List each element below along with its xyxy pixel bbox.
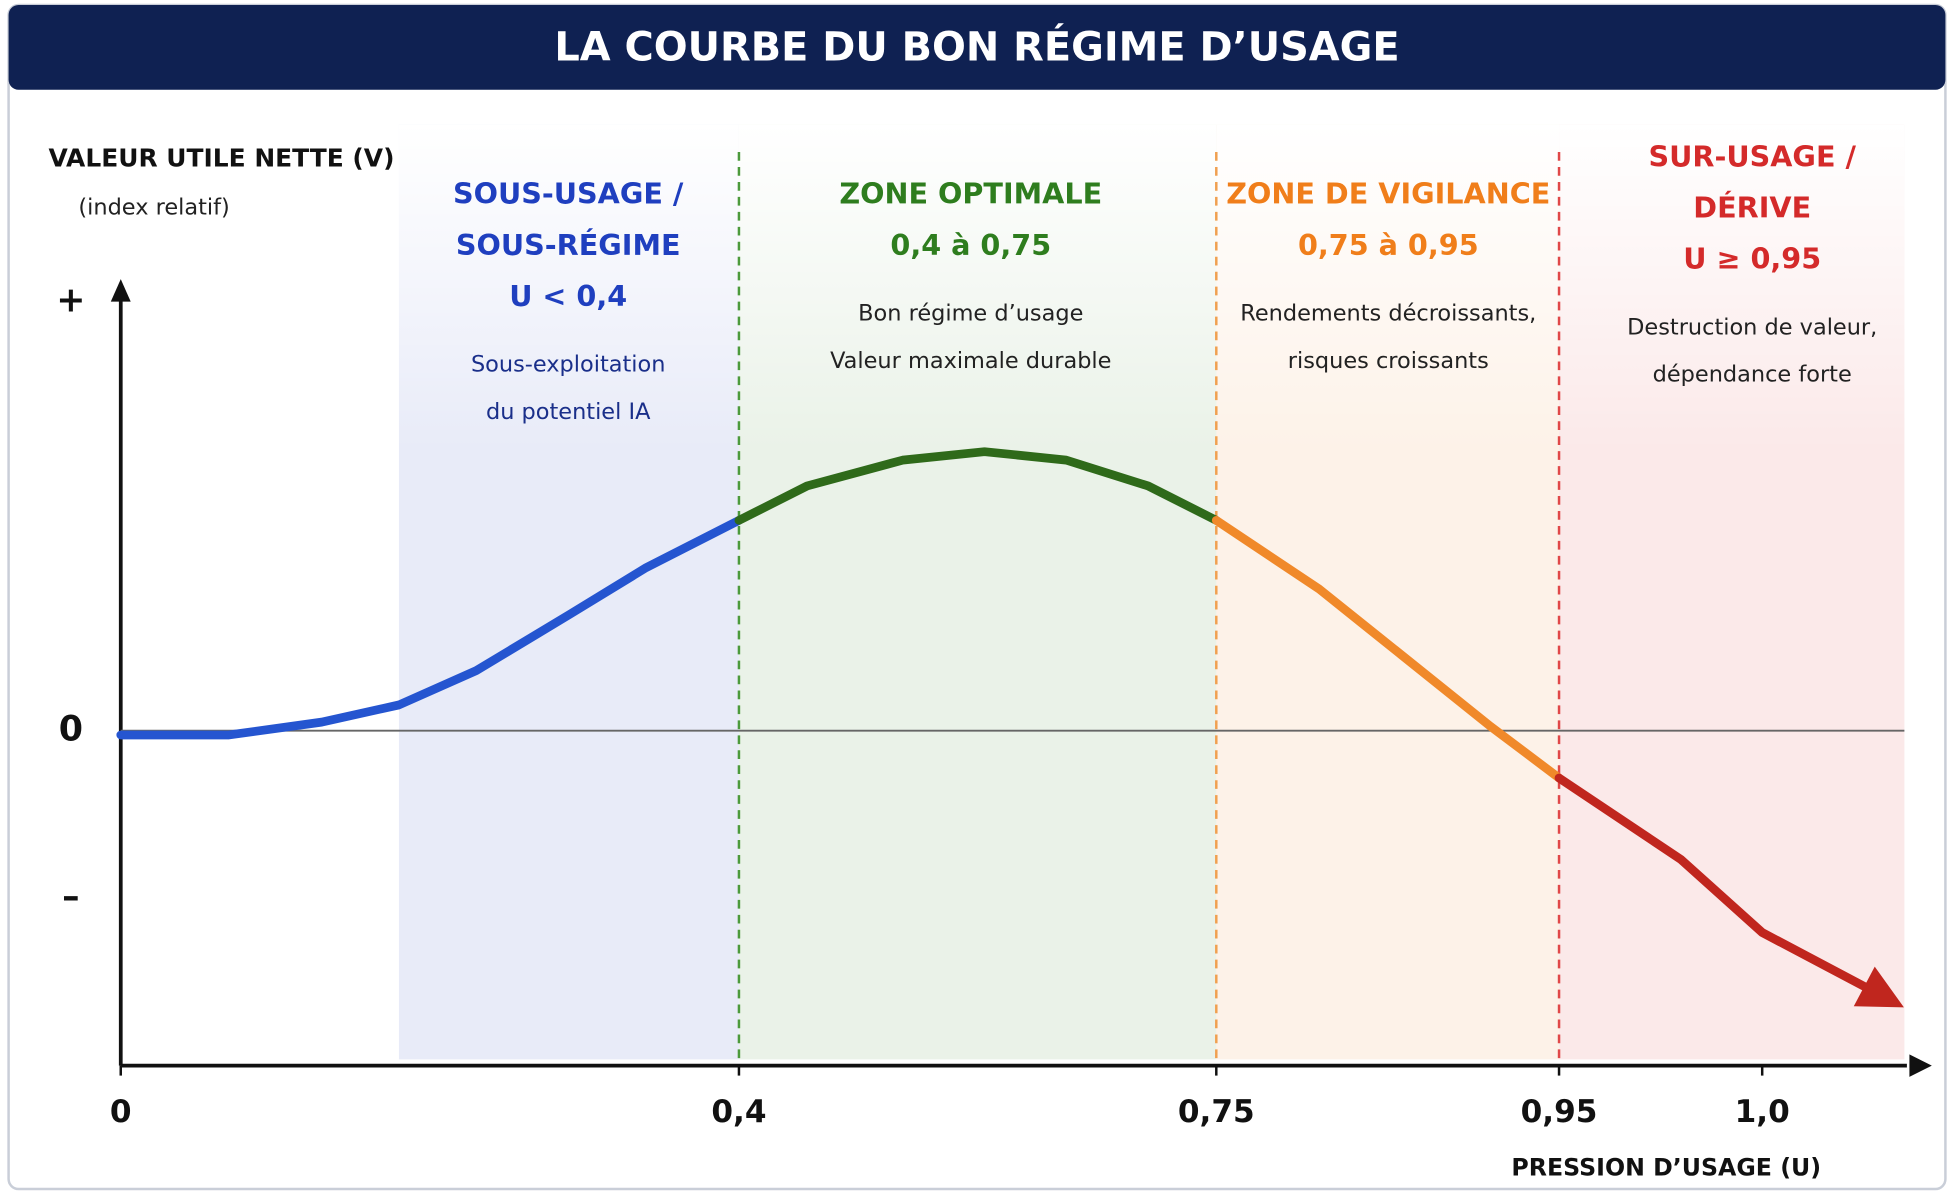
zone-fade — [738, 124, 1217, 1060]
zone-title: SOUS-RÉGIME — [456, 228, 681, 262]
y-axis-label: VALEUR UTILE NETTE (V) — [48, 144, 394, 173]
curve-segment — [1554, 773, 1889, 1002]
curve-segment — [734, 447, 1221, 525]
chart-title: LA COURBE DU BON RÉGIME D’USAGE — [554, 23, 1399, 70]
zone-description: du potentiel IA — [486, 399, 651, 425]
zone-description: Rendements décroissants, — [1240, 301, 1536, 327]
zones: SOUS-USAGE / SOUS-RÉGIME U < 0,4 Sous-explo… — [398, 124, 1905, 1066]
zone-range: 0,4 à 0,75 — [890, 228, 1051, 262]
zone-fade — [1216, 124, 1560, 1060]
plot: +0 – 0 0,4 0,75 0,95 1,0 — [56, 279, 1932, 1130]
zone-title: ZONE OPTIMALE — [839, 177, 1102, 211]
y-tick-label: 0 — [59, 710, 83, 750]
zone-description: risques croissants — [1288, 348, 1489, 374]
x-tick-label: 0 — [110, 1094, 132, 1130]
zone-fade — [398, 124, 739, 1060]
y-axis-arrow — [110, 279, 131, 302]
zone-range: 0,75 à 0,95 — [1298, 228, 1479, 262]
zone-description: Bon régime d’usage — [858, 301, 1083, 327]
y-axis-sublabel: (index relatif) — [78, 195, 229, 221]
zone-description: Valeur maximale durable — [830, 348, 1111, 374]
x-axis-arrow — [1909, 1054, 1932, 1077]
zone-description: Destruction de valeur, — [1627, 314, 1877, 340]
y-tick-label: + — [56, 280, 85, 320]
header — [8, 4, 1946, 90]
zone-range: U < 0,4 — [509, 279, 627, 313]
x-axis-label: PRESSION D’USAGE (U) — [1511, 1154, 1821, 1182]
zone-title: DÉRIVE — [1693, 190, 1811, 224]
zone-title: SOUS-USAGE / — [453, 177, 684, 211]
y-tick-label: – — [62, 877, 79, 917]
x-tick-label: 0,75 — [1178, 1094, 1255, 1130]
zone-title: SUR-USAGE / — [1648, 139, 1856, 173]
x-tick-label: 1,0 — [1735, 1094, 1790, 1130]
curve-segment — [1211, 515, 1564, 783]
x-tick-label: 0,95 — [1521, 1094, 1598, 1130]
curve-arrowhead — [1853, 966, 1904, 1008]
zone-title: ZONE DE VIGILANCE — [1226, 177, 1550, 211]
zone-description: Sous-exploitation — [471, 352, 666, 378]
zone-description: dépendance forte — [1653, 362, 1852, 388]
zone-range: U ≥ 0,95 — [1683, 241, 1821, 275]
curve-segment — [116, 515, 744, 740]
x-tick-label: 0,4 — [711, 1094, 766, 1130]
